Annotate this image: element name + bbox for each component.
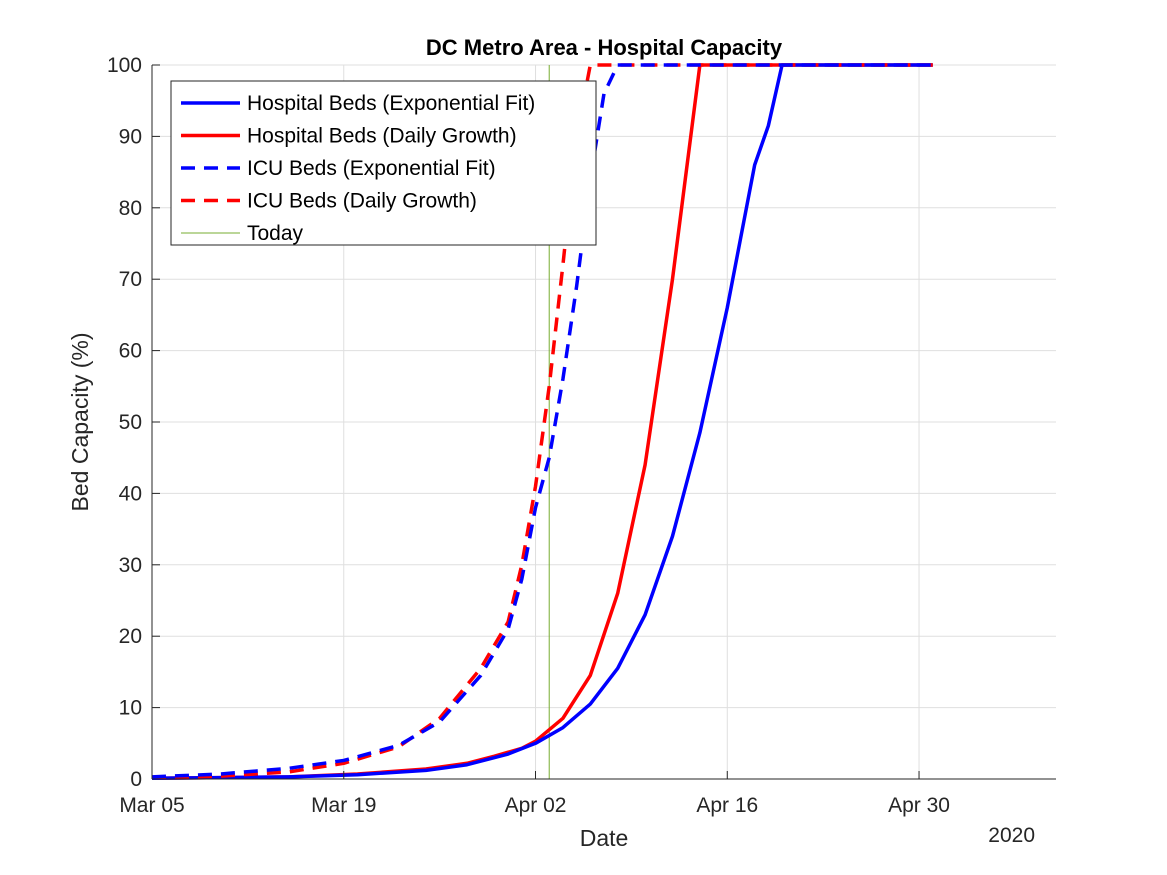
legend-label-1: Hospital Beds (Daily Growth) <box>247 125 517 148</box>
x-tick-label: Apr 16 <box>696 794 758 817</box>
x-tick-label: Mar 05 <box>119 794 184 817</box>
legend-label-4: Today <box>247 222 304 245</box>
legend-label-3: ICU Beds (Daily Growth) <box>247 190 477 213</box>
x-axis-secondary-label: 2020 <box>988 824 1035 847</box>
y-tick-label: 30 <box>119 554 142 577</box>
y-tick-label: 80 <box>119 197 142 220</box>
y-tick-label: 50 <box>119 411 142 434</box>
y-axis-title: Bed Capacity (%) <box>67 333 93 512</box>
x-axis-title: Date <box>580 825 629 851</box>
x-tick-label: Mar 19 <box>311 794 376 817</box>
y-tick-label: 40 <box>119 482 142 505</box>
x-tick-label: Apr 30 <box>888 794 950 817</box>
legend: Hospital Beds (Exponential Fit) Hospital … <box>170 80 597 246</box>
y-tick-label: 90 <box>119 125 142 148</box>
y-tick-label: 100 <box>107 54 142 77</box>
series-line-3 <box>151 63 933 780</box>
x-tick-label: Apr 02 <box>505 794 567 817</box>
legend-label-0: Hospital Beds (Exponential Fit) <box>247 92 535 115</box>
y-tick-label: 20 <box>119 625 142 648</box>
y-tick-label: 0 <box>130 768 142 791</box>
ticks: 0 10 20 30 40 50 60 70 80 90 100 Mar 05 Mar 19 Apr 02… <box>107 54 950 817</box>
legend-label-2: ICU Beds (Exponential Fit) <box>247 157 496 180</box>
y-tick-label: 70 <box>119 268 142 291</box>
legend-box <box>170 80 597 246</box>
y-tick-label: 10 <box>119 697 142 720</box>
chart-title: DC Metro Area - Hospital Capacity <box>426 35 783 60</box>
series-line-0 <box>151 63 933 781</box>
y-tick-label: 60 <box>119 340 142 363</box>
